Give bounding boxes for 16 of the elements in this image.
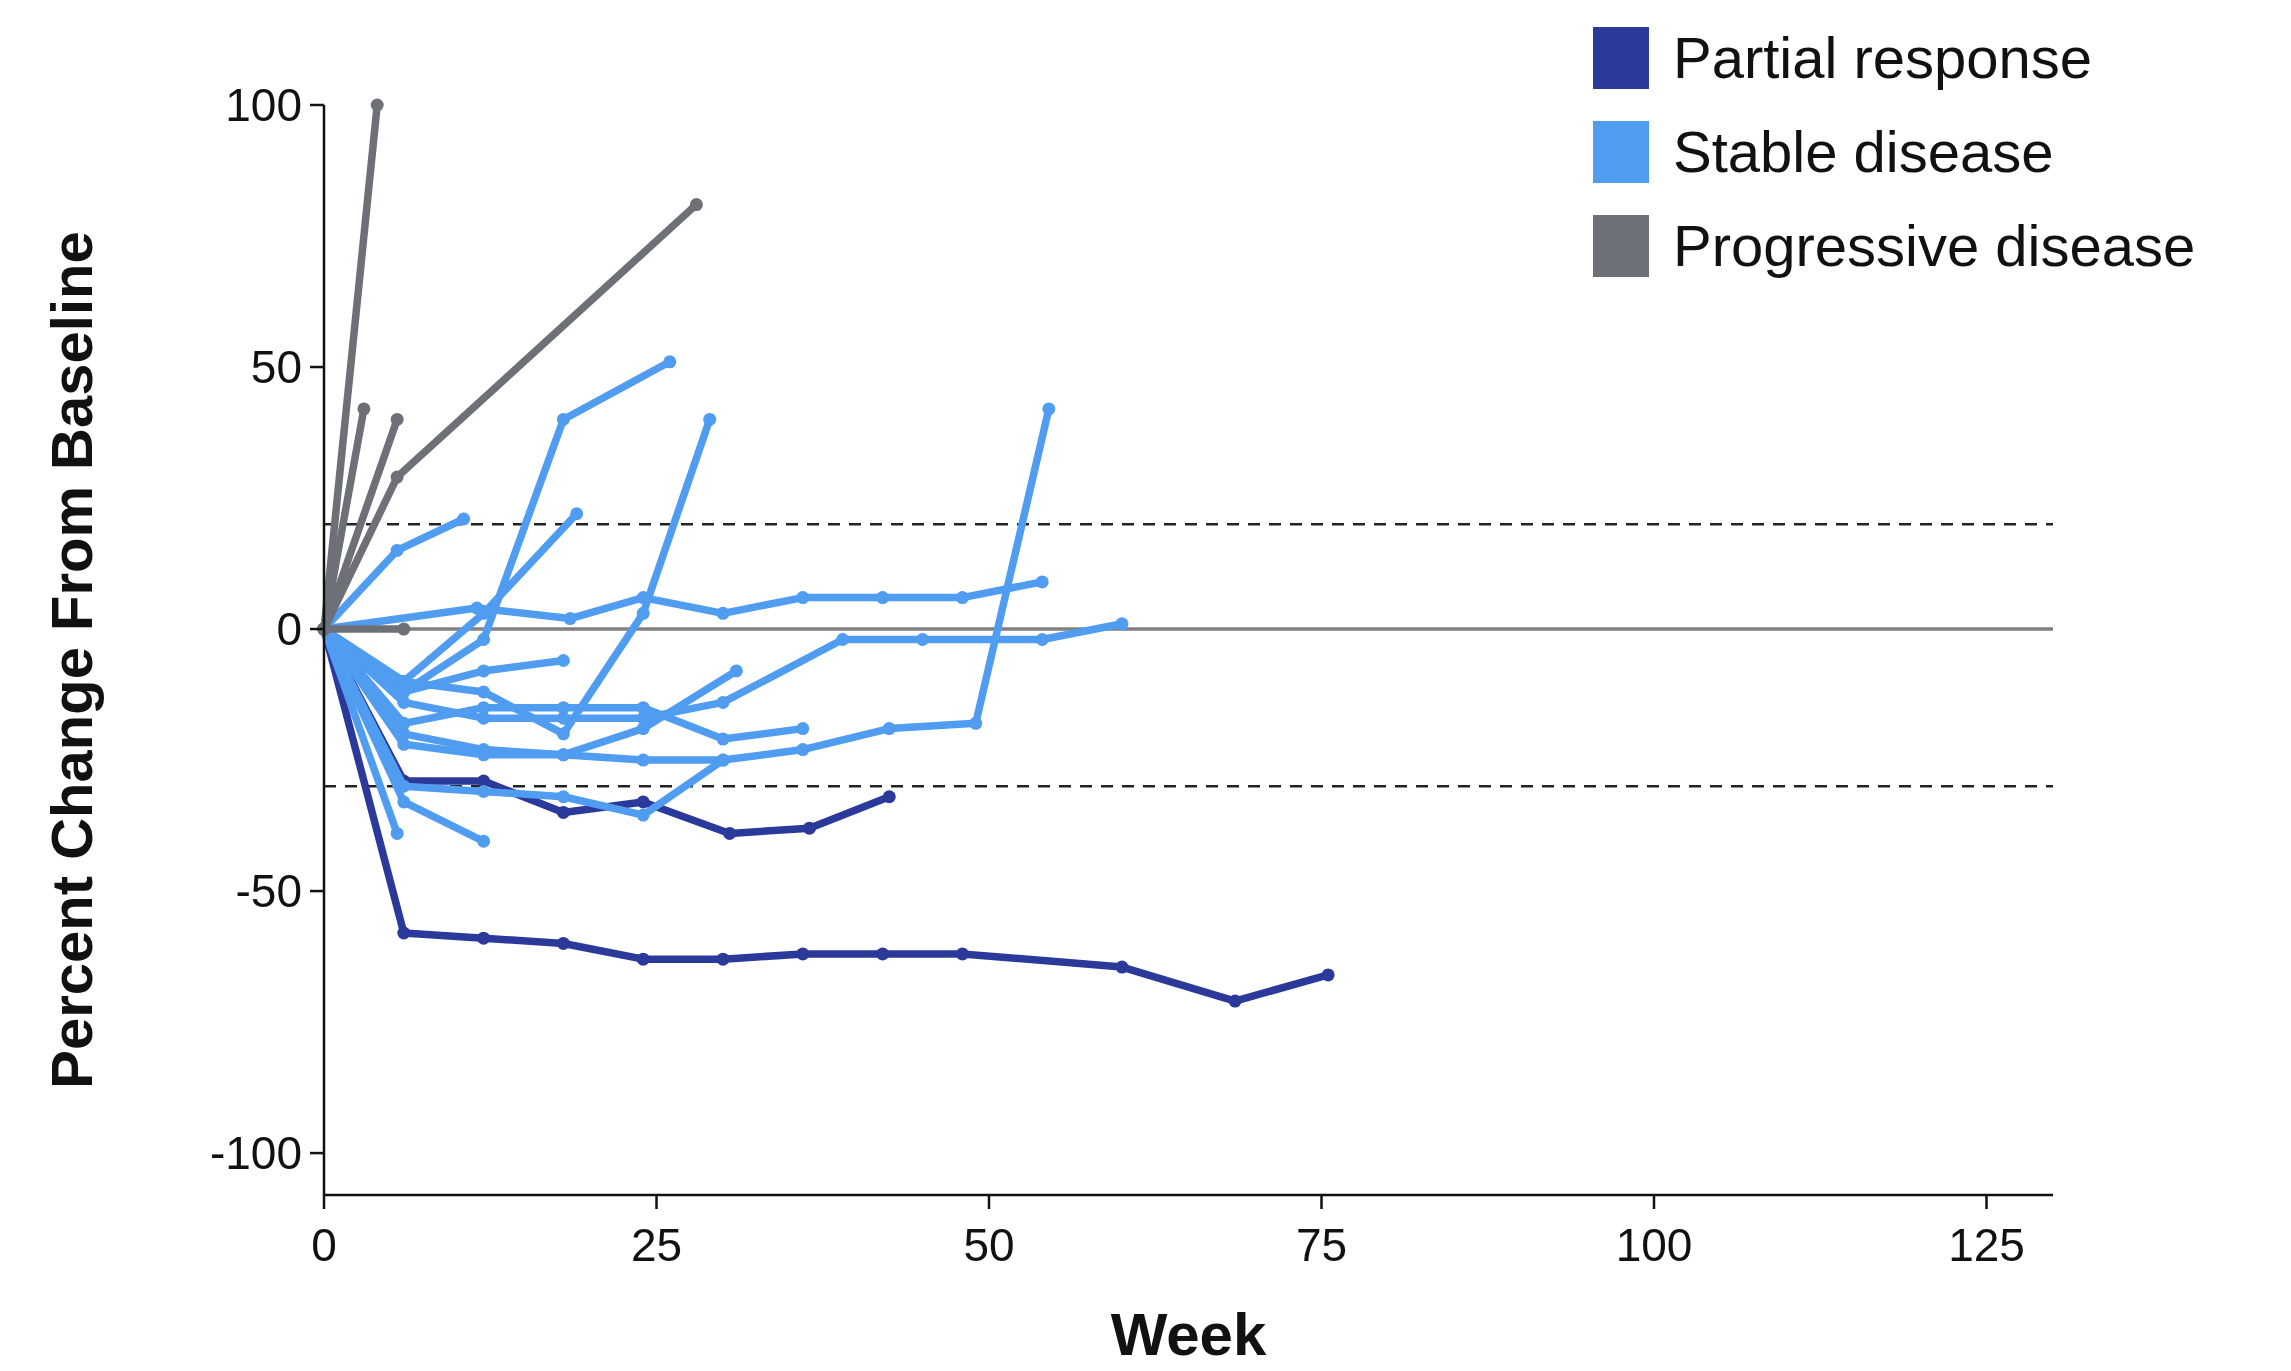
y-tick-label: 50 [250,341,302,394]
x-tick-label: 100 [1615,1219,1693,1271]
y-axis-title: Percent Change From Baseline [39,231,104,1089]
x-tick-label: 25 [630,1219,683,1271]
x-tick-label: 75 [1295,1219,1348,1271]
legend-label: Stable disease [1673,119,2054,185]
x-tick-label: 50 [963,1219,1015,1271]
y-tick-label: -100 [209,1127,302,1180]
y-tick-label: -50 [235,865,302,918]
y-tick-label: 0 [276,603,302,656]
x-tick-label: 0 [311,1219,337,1271]
x-axis-title: Week [1110,1301,1267,1368]
legend-label: Partial response [1673,25,2093,91]
x-tick-label: 125 [1948,1219,2025,1271]
legend-label: Progressive disease [1673,213,2196,279]
y-tick-label: 100 [225,79,302,132]
